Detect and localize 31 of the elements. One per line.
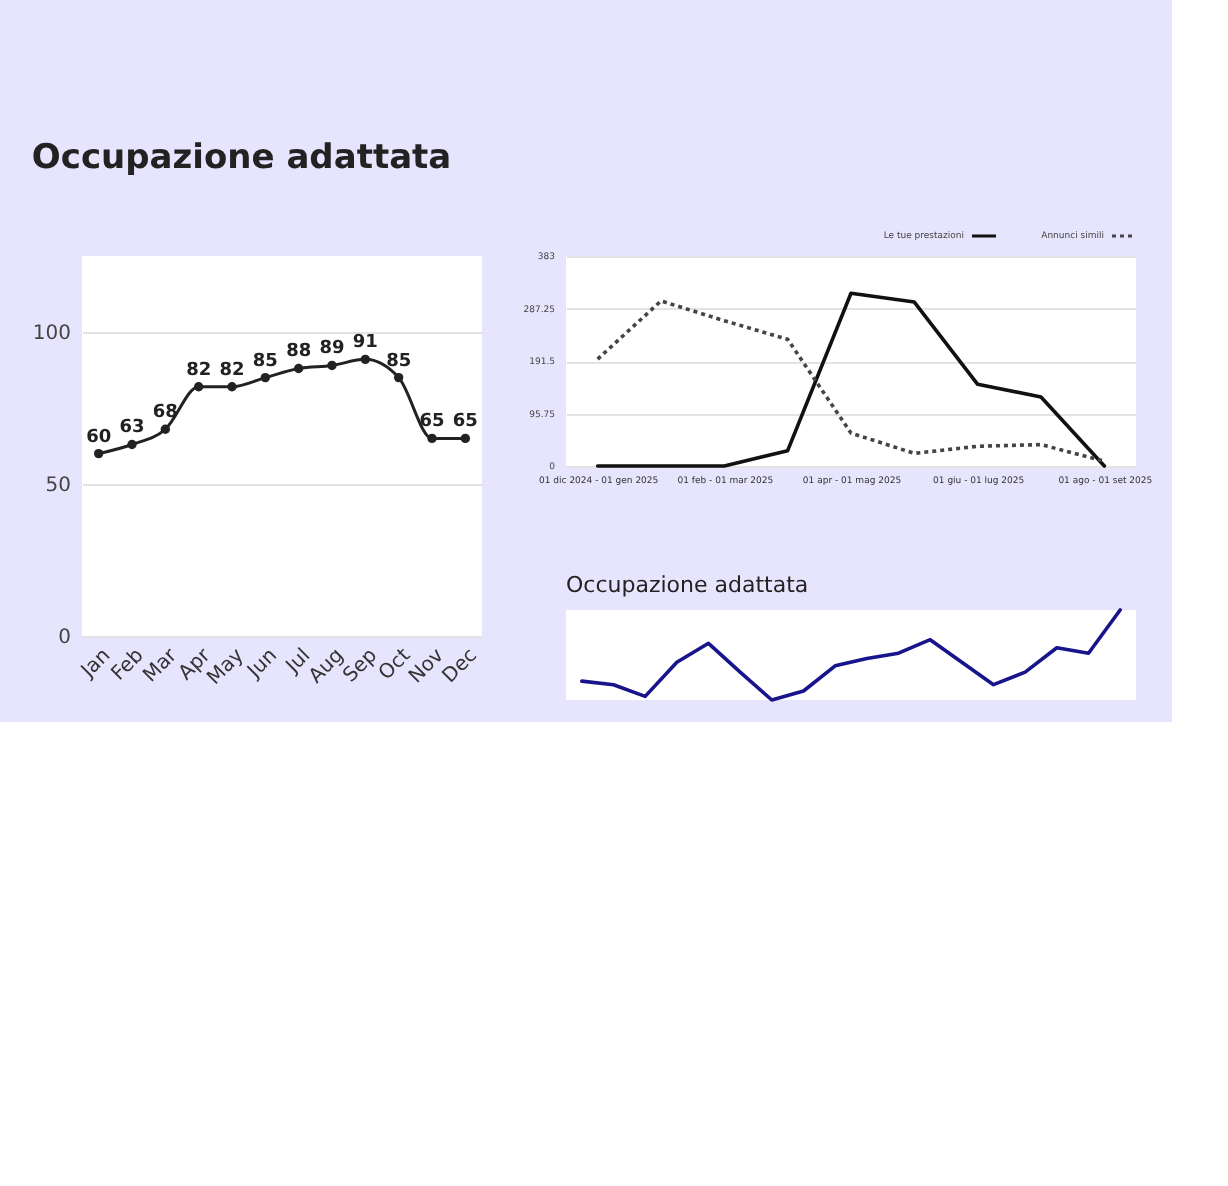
point [293,363,304,374]
data-label: 63 [119,418,145,439]
point [193,382,204,392]
x-tick-label: Jun [242,645,282,685]
point [227,382,237,392]
y-tick-label: 50 [45,475,71,497]
point [427,433,437,444]
data-label: 89 [319,339,345,360]
chart-title: Occupazione adattata [566,572,809,599]
data-label: 88 [286,342,312,363]
data-label: 91 [352,333,378,354]
x-tick-label: Dec [438,645,482,688]
data-label: 60 [86,427,112,448]
y-tick-label: 100 [32,323,71,345]
point [127,439,137,450]
point [260,372,271,383]
point [160,424,171,434]
point [93,448,104,459]
data-label: 82 [219,360,245,381]
point [460,433,471,444]
data-label: 68 [152,403,178,424]
point [393,372,404,383]
data-label: 85 [386,351,412,372]
data-label: 65 [419,412,445,433]
data-label: 65 [452,412,478,433]
point [360,354,371,365]
point [327,360,337,371]
data-label: 85 [252,351,278,372]
data-label: 82 [186,360,212,381]
chart-title: Occupazione adattata [31,138,452,178]
y-tick-label: 0 [58,627,71,649]
